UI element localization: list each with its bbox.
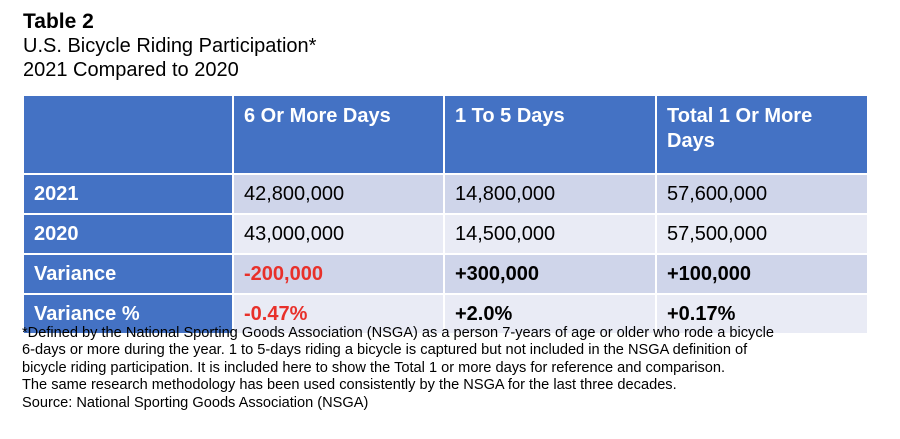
footnote-line: 6-days or more during the year. 1 to 5-d… xyxy=(22,342,748,359)
table-label: Table 2 xyxy=(23,10,94,33)
table-title: U.S. Bicycle Riding Participation* xyxy=(23,35,317,57)
column-header-6-or-more-days: 6 Or More Days xyxy=(232,94,445,175)
participation-table: 6 Or More Days 1 To 5 Days Total 1 Or Mo… xyxy=(22,94,869,335)
row-label-variance-percent: Variance % xyxy=(22,293,234,335)
row-label-2021: 2021 xyxy=(22,173,234,215)
source-line: Source: National Sporting Goods Associat… xyxy=(22,394,369,411)
table-row: 2020 43,000,000 14,500,000 57,500,000 xyxy=(22,213,869,255)
table-row: Variance % -0.47% +2.0% +0.17% xyxy=(22,293,869,335)
table-cell: 14,500,000 xyxy=(443,213,657,255)
table-row: 2021 42,800,000 14,800,000 57,600,000 xyxy=(22,173,869,215)
column-header-total-1-or-more-days: Total 1 Or More Days xyxy=(655,94,869,175)
table-cell: 57,500,000 xyxy=(655,213,869,255)
row-label-2020: 2020 xyxy=(22,213,234,255)
row-label-variance: Variance xyxy=(22,253,234,295)
table-cell: +300,000 xyxy=(443,253,657,295)
column-header-1-to-5-days: 1 To 5 Days xyxy=(443,94,657,175)
table-cell: 57,600,000 xyxy=(655,173,869,215)
footnote-line: The same research methodology has been u… xyxy=(22,377,677,394)
table-cell: 42,800,000 xyxy=(232,173,445,215)
table-row: Variance -200,000 +300,000 +100,000 xyxy=(22,253,869,295)
footnote-line: *Defined by the National Sporting Goods … xyxy=(22,325,774,341)
table-cell: +2.0% xyxy=(443,293,657,335)
table-header: Table 2 U.S. Bicycle Riding Participatio… xyxy=(23,10,316,82)
table-header-row: 6 Or More Days 1 To 5 Days Total 1 Or Mo… xyxy=(22,94,869,175)
table-cell-negative: -200,000 xyxy=(232,253,445,295)
footnote: *Defined by the National Sporting Goods … xyxy=(22,325,892,412)
table-cell: +0.17% xyxy=(655,293,869,335)
table-subtitle: 2021 Compared to 2020 xyxy=(23,59,239,81)
table-cell: 14,800,000 xyxy=(443,173,657,215)
table-cell-negative: -0.47% xyxy=(232,293,445,335)
column-header-blank xyxy=(22,94,234,175)
footnote-line: bicycle riding participation. It is incl… xyxy=(22,359,726,376)
table-cell: +100,000 xyxy=(655,253,869,295)
table-cell: 43,000,000 xyxy=(232,213,445,255)
